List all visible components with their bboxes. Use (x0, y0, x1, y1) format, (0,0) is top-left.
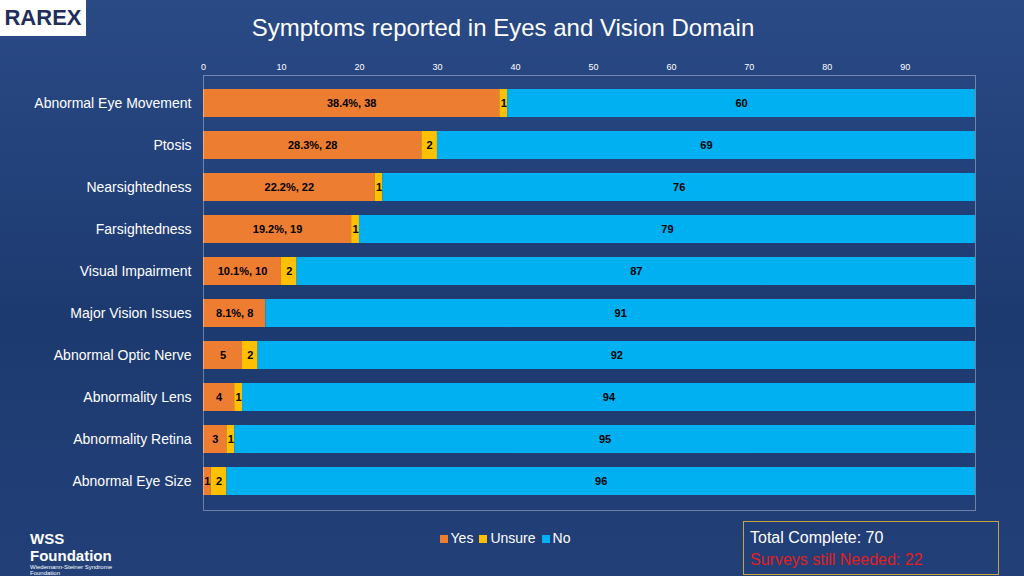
svg-text:Farsightedness: Farsightedness (96, 221, 192, 237)
svg-text:4: 4 (216, 391, 223, 403)
html-text:RAREX: RAREX (4, 5, 82, 30)
svg-text:70: 70 (744, 62, 754, 72)
svg-text:19.2%, 19: 19.2%, 19 (253, 223, 303, 235)
svg-text:1: 1 (376, 181, 382, 193)
html-text:Wiedemann-Steiner Syndrome Fou: Wiedemann-Steiner Syndrome Foundation (30, 564, 112, 576)
svg-text:1: 1 (352, 223, 358, 235)
svg-text:Abnormal Eye Movement: Abnormal Eye Movement (34, 95, 191, 111)
svg-text:87: 87 (630, 265, 642, 277)
svg-text:Abnormal Eye Size: Abnormal Eye Size (72, 473, 191, 489)
svg-text:80: 80 (822, 62, 832, 72)
svg-text:Nearsightedness: Nearsightedness (86, 179, 191, 195)
html-text:Total Complete: 70: Total Complete: 70 (750, 529, 884, 546)
svg-text:95: 95 (599, 433, 611, 445)
svg-text:92: 92 (611, 349, 623, 361)
svg-text:5: 5 (220, 349, 226, 361)
svg-text:1: 1 (236, 391, 242, 403)
svg-text:Visual Impairment: Visual Impairment (80, 263, 192, 279)
svg-text:60: 60 (666, 62, 676, 72)
svg-text:60: 60 (735, 97, 747, 109)
html-text:Unsure: Unsure (490, 530, 536, 546)
svg-text:1: 1 (228, 433, 234, 445)
svg-text:Major Vision Issues: Major Vision Issues (70, 305, 191, 321)
svg-text:8.1%, 8: 8.1%, 8 (216, 307, 253, 319)
svg-text:96: 96 (595, 475, 607, 487)
svg-text:94: 94 (603, 391, 616, 403)
svg-text:3: 3 (212, 433, 218, 445)
svg-text:2: 2 (427, 139, 433, 151)
svg-text:50: 50 (588, 62, 598, 72)
svg-text:1: 1 (204, 475, 210, 487)
svg-text:2: 2 (247, 349, 253, 361)
html-text:No: No (552, 530, 571, 546)
svg-text:2: 2 (286, 265, 292, 277)
svg-text:Abnormality Retina: Abnormality Retina (73, 431, 191, 447)
svg-text:91: 91 (615, 307, 627, 319)
svg-text:79: 79 (661, 223, 673, 235)
svg-text:76: 76 (673, 181, 685, 193)
svg-text:10: 10 (276, 62, 286, 72)
svg-text:69: 69 (700, 139, 712, 151)
svg-text:Abnormality Lens: Abnormality Lens (83, 389, 191, 405)
svg-text:Ptosis: Ptosis (153, 137, 191, 153)
svg-text:38.4%, 38: 38.4%, 38 (327, 97, 377, 109)
html-text:Surveys still Needed: 22: Surveys still Needed: 22 (750, 551, 923, 568)
svg-text:2: 2 (216, 475, 222, 487)
svg-text:90: 90 (900, 62, 910, 72)
svg-text:40: 40 (510, 62, 520, 72)
svg-text:1: 1 (501, 97, 507, 109)
svg-text:Abnormal Optic Nerve: Abnormal Optic Nerve (54, 347, 192, 363)
svg-text:30: 30 (432, 62, 442, 72)
html-text:Yes: Yes (450, 530, 474, 546)
svg-text:22.2%, 22: 22.2%, 22 (265, 181, 315, 193)
svg-text:0: 0 (201, 62, 206, 72)
svg-text:28.3%, 28: 28.3%, 28 (288, 139, 338, 151)
svg-text:10.1%, 10: 10.1%, 10 (218, 265, 268, 277)
svg-text:20: 20 (354, 62, 364, 72)
html-text:WSS Foundation: WSS Foundation (30, 530, 112, 564)
html-text:Symptoms reported in Eyes and: Symptoms reported in Eyes and Vision Dom… (251, 14, 755, 41)
